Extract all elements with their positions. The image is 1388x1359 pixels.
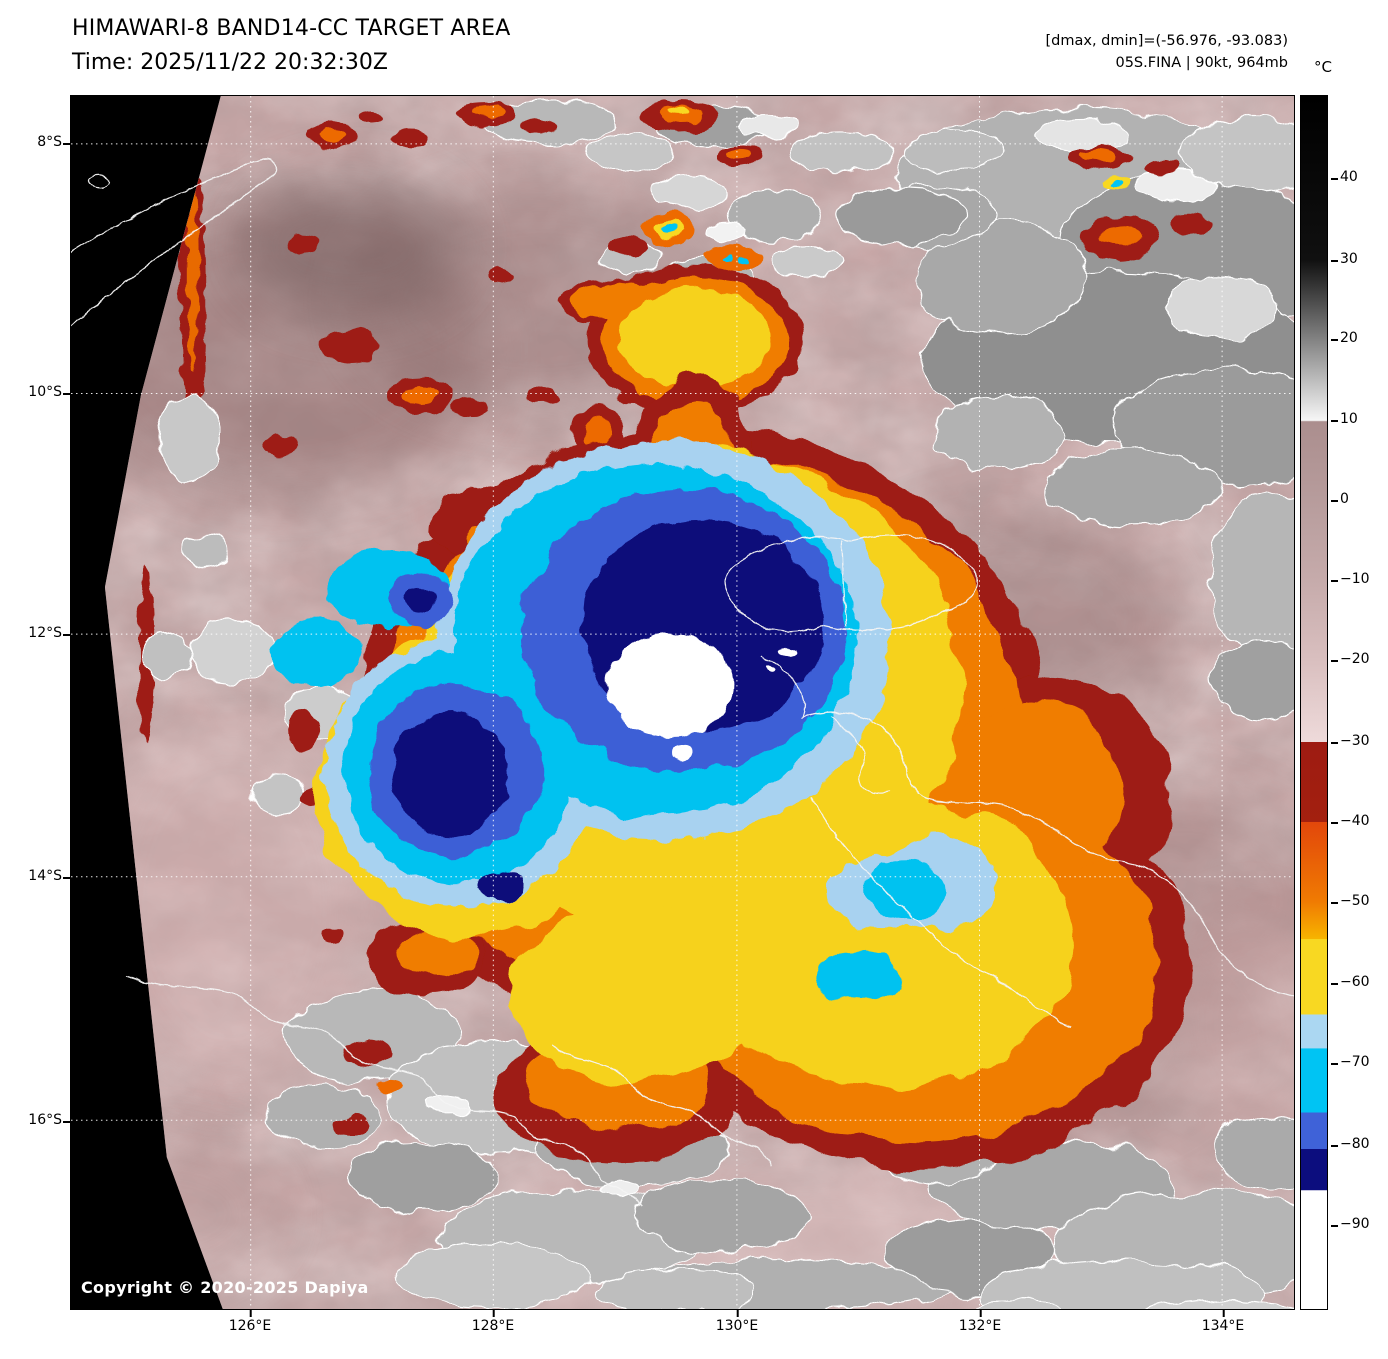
colorbar-unit-label: °C: [1314, 58, 1332, 76]
lat-label-16s: 16°S: [0, 1112, 70, 1128]
colorbar-tick-m30: −30: [1331, 733, 1370, 749]
colorbar-tick-m40: −40: [1331, 813, 1370, 829]
colorbar-gradient: [1301, 96, 1327, 1309]
cyclone-cold-eye-region: [606, 633, 795, 762]
lat-label-12s: 12°S: [0, 625, 70, 641]
cloud-layer-top-center: [483, 99, 969, 299]
dmax-dmin-readout: [dmax, dmin]=(-56.976, -93.083): [1045, 33, 1289, 49]
info-block: [dmax, dmin]=(-56.976, -93.083) 05S.FINA…: [1046, 30, 1289, 74]
timestamp: Time: 2025/11/22 20:32:30Z: [72, 50, 388, 75]
colorbar-tick-m50: −50: [1331, 893, 1370, 909]
colorbar-tick-m60: −60: [1331, 974, 1370, 990]
lat-label-8s: 8°S: [0, 134, 70, 150]
colorbar-tick-m70: −70: [1331, 1054, 1370, 1070]
north-convective-blob: [557, 265, 803, 416]
lon-label-132e: 132°E: [958, 1310, 1002, 1334]
lon-label-134e: 134°E: [1201, 1310, 1245, 1334]
satellite-map: Copyright © 2020-2025 Dapiya: [70, 95, 1295, 1310]
copyright-notice: Copyright © 2020-2025 Dapiya: [81, 1278, 369, 1297]
graticule-layer: [71, 96, 1294, 1309]
colorbar-tick-30: 30: [1331, 251, 1358, 267]
colorbar-tick-m80: −80: [1331, 1136, 1370, 1152]
storm-info: 05S.FINA | 90kt, 964mb: [1115, 55, 1288, 71]
lat-label-10s: 10°S: [0, 384, 70, 400]
colorbar-tick-10: 10: [1331, 411, 1358, 427]
cloud-layer-top-right: [883, 109, 1294, 721]
lon-label-126e: 126°E: [228, 1310, 272, 1334]
colorbar-tick-m90: −90: [1331, 1216, 1370, 1232]
lon-label-130e: 130°E: [715, 1310, 759, 1334]
colorbar-tick-m20: −20: [1331, 651, 1370, 667]
data-swath: [104, 96, 1294, 1309]
colorbar-tick-40: 40: [1331, 169, 1358, 185]
colorbar-tick-20: 20: [1331, 330, 1358, 346]
page-title: HIMAWARI-8 BAND14-CC TARGET AREA: [72, 16, 511, 41]
cyclone-system: [272, 372, 1190, 1171]
colorbar: [1300, 95, 1328, 1310]
lat-label-14s: 14°S: [0, 868, 70, 884]
satellite-image: [71, 96, 1294, 1309]
colorbar-tick-m10: −10: [1331, 571, 1370, 587]
lon-label-128e: 128°E: [471, 1310, 515, 1334]
colorbar-tick-0: 0: [1331, 491, 1349, 507]
coastline-layer: [71, 158, 1294, 1207]
